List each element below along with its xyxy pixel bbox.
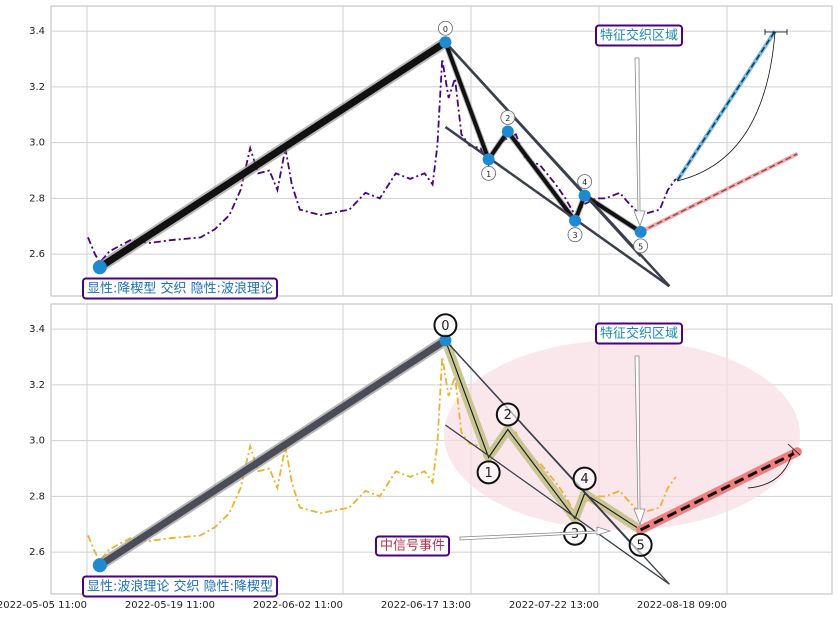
y-tick-label: 2.6 — [29, 547, 45, 558]
point-label: 5 — [638, 242, 643, 251]
point-label-ring — [567, 227, 583, 243]
wave-line — [443, 41, 642, 234]
zone-arrow — [633, 57, 646, 228]
wave-line — [97, 39, 448, 271]
pattern-label: 显性:降楔型 交织 隐性:波浪理论 — [87, 281, 273, 297]
y-tick-label: 2.8 — [29, 491, 45, 502]
point-label: 4 — [582, 178, 587, 187]
wave-line — [97, 337, 448, 569]
wedge-line — [444, 125, 671, 288]
y-tick-label: 3.4 — [29, 324, 45, 335]
wedge-line — [445, 424, 670, 585]
point-label-ring — [481, 165, 497, 181]
zone-label: 特征交织区域 — [600, 326, 678, 342]
point-label-ring — [628, 532, 653, 557]
point-label: 0 — [441, 319, 449, 334]
wave-point — [634, 225, 647, 238]
zone-label-box — [595, 322, 684, 345]
wave-point — [501, 125, 514, 138]
point-label: 2 — [504, 408, 512, 423]
wave-point — [569, 214, 582, 227]
zone-ellipse — [444, 340, 800, 530]
arc — [676, 31, 776, 182]
wave-core — [444, 340, 641, 531]
target-line — [636, 447, 802, 535]
pattern-label: 显性:波浪理论 交织 隐性:降楔型 — [87, 579, 273, 595]
zone-label-box — [595, 24, 684, 47]
point-label: 5 — [636, 538, 644, 553]
wedge-line — [444, 41, 642, 257]
point-label: 0 — [443, 25, 448, 34]
y-tick-label: 2.6 — [29, 249, 45, 260]
x-tick-label: 2022-08-18 09:00 — [637, 600, 727, 611]
y-tick-label: 2.8 — [29, 193, 45, 204]
y-tick-label: 3.2 — [29, 82, 45, 93]
target-line — [640, 153, 798, 233]
point-label: 3 — [571, 527, 579, 542]
signal-label-box — [375, 535, 451, 557]
y-tick-label: 3.4 — [29, 26, 45, 37]
wedge-line — [444, 339, 642, 555]
point-label: 1 — [484, 466, 492, 481]
wave-point — [92, 558, 107, 573]
arc-cap — [764, 29, 788, 35]
x-tick-label: 2022-05-19 11:00 — [125, 600, 215, 611]
arc — [747, 449, 794, 489]
pattern-label-box — [82, 575, 279, 598]
wave-point — [482, 153, 495, 166]
x-tick-label: 2022-05-05 11:00 — [0, 600, 87, 611]
point-label-ring — [633, 238, 649, 254]
pattern-label-box — [82, 277, 279, 300]
wave-point — [578, 189, 591, 202]
point-label: 4 — [580, 472, 588, 487]
zone-arrow — [633, 355, 646, 526]
point-label: 2 — [505, 114, 510, 123]
point-label-ring — [476, 460, 501, 485]
x-tick-label: 2022-06-02 11:00 — [253, 600, 343, 611]
x-tick-label: 2022-07-22 13:00 — [509, 600, 599, 611]
signal-arrow — [459, 526, 612, 541]
point-label-ring — [495, 402, 520, 427]
wave-point — [92, 260, 107, 275]
plot-area — [50, 5, 833, 297]
signal-label: 中信号事件 — [380, 539, 445, 554]
x-tick-label: 2022-06-17 13:00 — [381, 600, 471, 611]
y-tick-label: 3.2 — [29, 380, 45, 391]
point-label-ring — [577, 174, 593, 190]
point-label-ring — [433, 313, 458, 338]
target-end — [793, 447, 802, 456]
wave-point — [439, 36, 452, 49]
y-tick-label: 3.0 — [29, 138, 45, 149]
point-label-ring — [438, 20, 453, 36]
zone-label: 特征交织区域 — [600, 28, 678, 44]
arc-cap — [787, 443, 801, 456]
point-label: 3 — [572, 231, 577, 240]
wave-point — [439, 334, 452, 347]
point-label-ring — [500, 110, 516, 125]
point-label: 1 — [486, 170, 491, 179]
target-line — [676, 30, 776, 181]
point-label-ring — [572, 466, 597, 491]
y-tick-label: 3.0 — [29, 436, 45, 447]
